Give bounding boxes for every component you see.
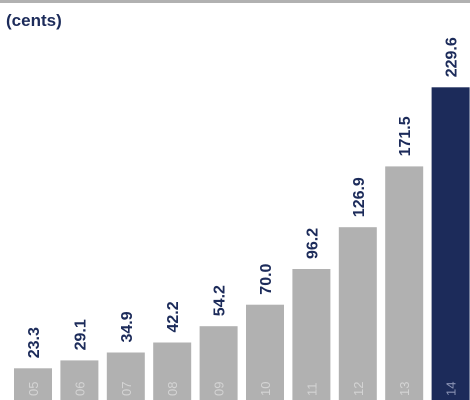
bar-05 <box>14 368 52 400</box>
bar-06 <box>60 360 99 400</box>
top-rule <box>0 0 470 3</box>
value-label-10: 70.0 <box>258 263 275 294</box>
bar-11 <box>292 269 331 400</box>
value-label-14: 229.6 <box>444 37 461 77</box>
category-label-10: 10 <box>258 382 273 396</box>
value-label-06: 29.1 <box>72 319 89 350</box>
bar-10 <box>246 304 284 400</box>
unit-label: (cents) <box>6 11 62 30</box>
category-label-05: 05 <box>26 382 41 396</box>
category-label-12: 12 <box>351 382 366 396</box>
bar-12 <box>338 227 377 400</box>
value-label-09: 54.2 <box>212 285 229 316</box>
bar-07 <box>106 352 145 400</box>
value-label-13: 171.5 <box>397 116 414 156</box>
value-label-11: 96.2 <box>304 228 321 259</box>
value-label-08: 42.2 <box>165 301 182 332</box>
category-label-11: 11 <box>304 383 319 397</box>
value-label-12: 126.9 <box>351 177 368 217</box>
category-label-14: 14 <box>444 382 459 396</box>
category-label-13: 13 <box>397 382 412 396</box>
category-label-06: 06 <box>72 382 87 396</box>
category-label-08: 08 <box>165 382 180 396</box>
category-label-07: 07 <box>119 382 134 396</box>
bars-group: 23.3 05 29.1 06 34.9 07 42.2 08 54.2 09 70.0 10 96.2… <box>14 37 470 400</box>
value-label-07: 34.9 <box>119 311 136 342</box>
category-label-09: 09 <box>212 382 227 396</box>
value-label-05: 23.3 <box>26 327 43 358</box>
bar-08 <box>153 342 192 400</box>
bar-14 <box>431 87 470 400</box>
bar-13 <box>385 166 424 400</box>
bar-09 <box>199 326 238 400</box>
